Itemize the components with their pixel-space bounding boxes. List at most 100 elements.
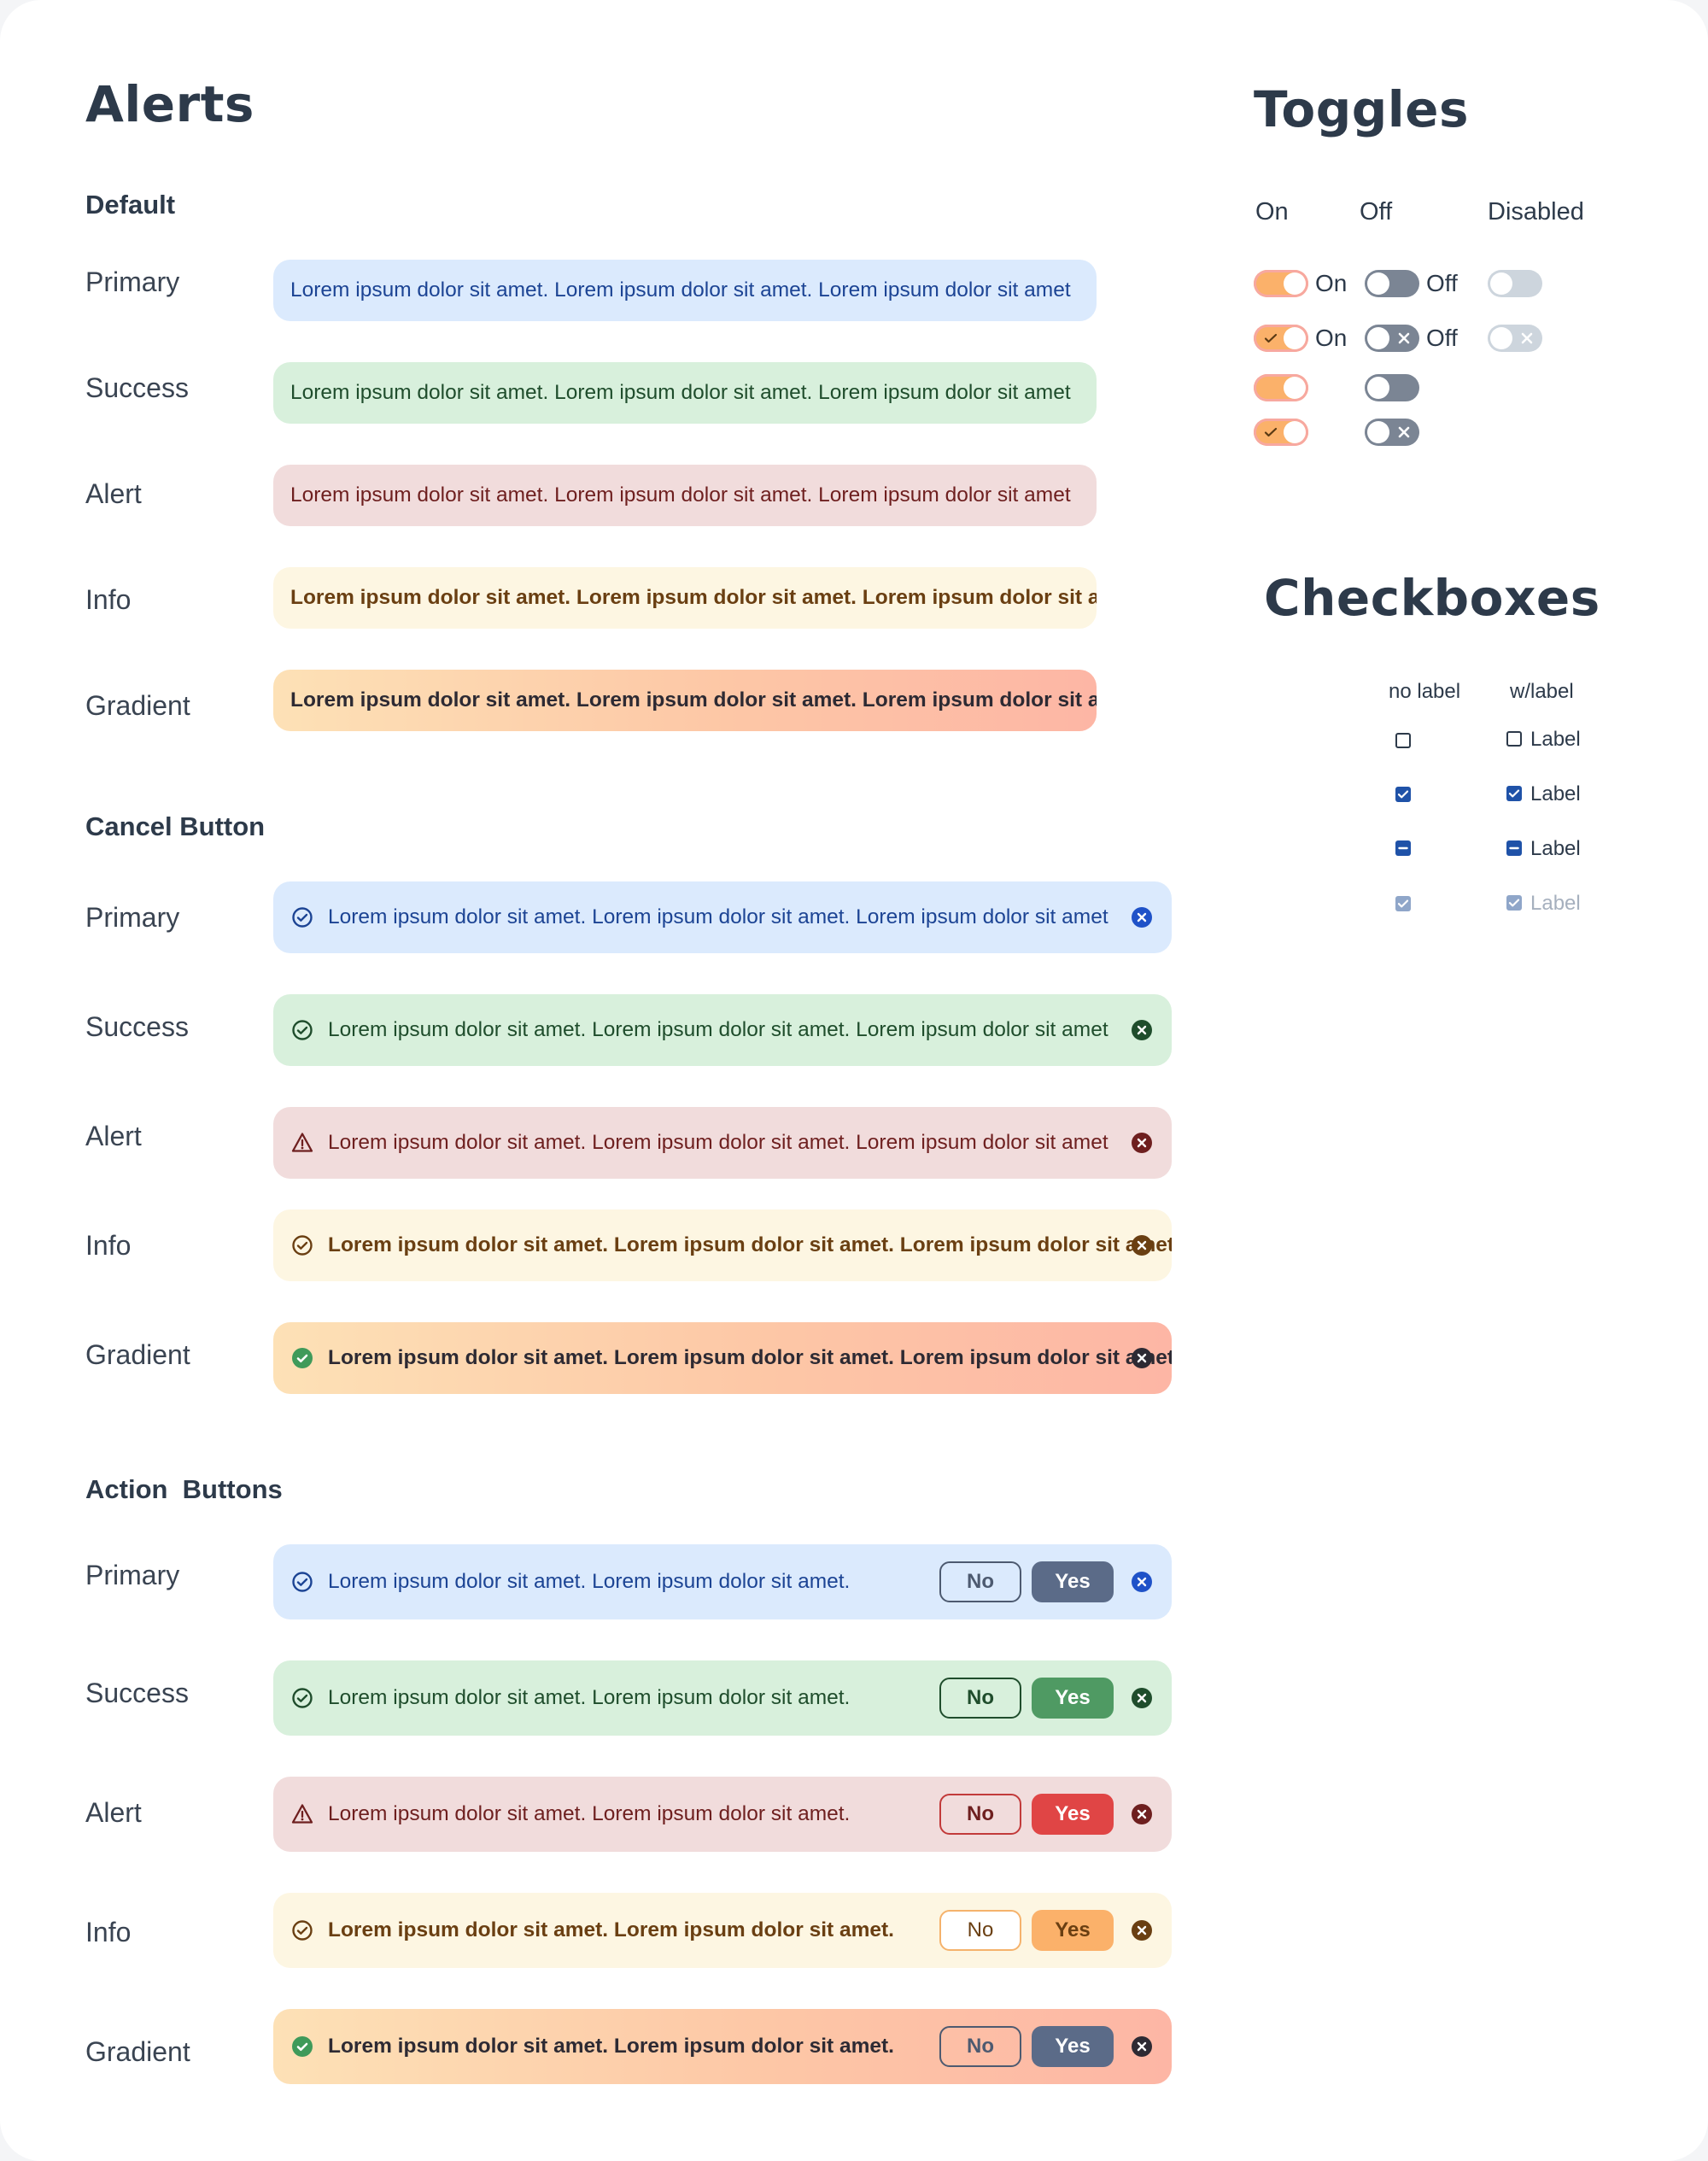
check-icon [1508, 899, 1520, 907]
checkbox-label: Label [1530, 728, 1581, 751]
checkbox-label: Label [1530, 837, 1581, 860]
variant-label-alert: Alert [85, 1121, 142, 1151]
checkbox-label: Label [1530, 782, 1581, 805]
alert-message: Lorem ipsum dolor sit amet. Lorem ipsum … [328, 1131, 1108, 1154]
alert-message: Lorem ipsum dolor sit amet. Lorem ipsum … [328, 1802, 851, 1825]
checkbox-checked[interactable] [1395, 787, 1411, 802]
checkbox-unchecked-labeled[interactable] [1506, 731, 1522, 747]
checkbox-disabled-labeled [1506, 895, 1522, 911]
yes-button[interactable]: Yes [1032, 1561, 1114, 1602]
minus-icon [1509, 846, 1519, 850]
variant-label-alert: Alert [85, 478, 142, 509]
checkbox-col-no-label: no label [1389, 680, 1461, 703]
variant-label-primary: Primary [85, 1560, 180, 1590]
checkbox-label-disabled: Label [1530, 892, 1581, 915]
close-icon[interactable] [1131, 1687, 1153, 1709]
close-icon[interactable] [1131, 1234, 1153, 1256]
check-icon [1262, 330, 1279, 347]
close-icon[interactable] [1131, 1132, 1153, 1154]
checkboxes-title: Checkboxes [1264, 569, 1600, 627]
alert-cancel-info: Lorem ipsum dolor sit amet. Lorem ipsum … [273, 1209, 1172, 1281]
checkbox-disabled [1395, 896, 1411, 911]
check-icon [1262, 424, 1279, 441]
toggles-title: Toggles [1254, 80, 1469, 138]
yes-button[interactable]: Yes [1032, 1910, 1114, 1951]
toggle-on-label: On [1315, 325, 1348, 351]
check-circle-icon [290, 905, 314, 929]
alert-message: Lorem ipsum dolor sit amet. Lorem ipsum … [290, 483, 1071, 507]
section-action-title: Action Buttons [85, 1474, 283, 1504]
alert-message: Lorem ipsum dolor sit amet. Lorem ipsum … [328, 1686, 851, 1709]
section-cancel-title: Cancel Button [85, 811, 266, 841]
check-circle-icon [290, 1018, 314, 1042]
check-circle-filled-icon [290, 2035, 314, 2059]
checkbox-checked-labeled[interactable] [1506, 786, 1522, 801]
toggle-on-nolabel[interactable] [1254, 374, 1308, 401]
toggle-on-icon-nolabel[interactable] [1254, 419, 1308, 446]
close-icon[interactable] [1131, 906, 1153, 928]
variant-label-primary: Primary [85, 266, 180, 297]
close-icon[interactable] [1131, 1919, 1153, 1941]
toggle-on-icon[interactable] [1254, 325, 1308, 352]
checkbox-unchecked[interactable] [1395, 733, 1411, 748]
check-circle-icon [290, 1233, 314, 1257]
variant-label-gradient: Gradient [85, 690, 190, 721]
toggle-off[interactable] [1365, 270, 1419, 297]
variant-label-primary: Primary [85, 902, 180, 933]
alert-cancel-success: Lorem ipsum dolor sit amet. Lorem ipsum … [273, 994, 1172, 1066]
alert-action-success: Lorem ipsum dolor sit amet. Lorem ipsum … [273, 1660, 1172, 1736]
warning-triangle-icon [290, 1131, 314, 1155]
section-default-title: Default [85, 190, 176, 220]
alert-cancel-primary: Lorem ipsum dolor sit amet. Lorem ipsum … [273, 881, 1172, 953]
warning-triangle-icon [290, 1802, 314, 1826]
close-icon[interactable] [1131, 1571, 1153, 1593]
no-button[interactable]: No [939, 1794, 1021, 1835]
alert-message: Lorem ipsum dolor sit amet. Lorem ipsum … [328, 1346, 1172, 1369]
toggle-off-label: Off [1426, 270, 1458, 296]
check-circle-filled-icon [290, 1346, 314, 1370]
alerts-title: Alerts [85, 75, 254, 133]
toggle-disabled-icon [1488, 325, 1542, 352]
no-button[interactable]: No [939, 2026, 1021, 2067]
close-icon[interactable] [1131, 1803, 1153, 1825]
check-circle-icon [290, 1570, 314, 1594]
close-icon[interactable] [1131, 1347, 1153, 1369]
toggle-on[interactable] [1254, 270, 1308, 297]
check-icon [1508, 789, 1520, 798]
variant-label-info: Info [85, 584, 132, 615]
alert-message: Lorem ipsum dolor sit amet. Lorem ipsum … [328, 1233, 1172, 1256]
alert-message: Lorem ipsum dolor sit amet. Lorem ipsum … [328, 1918, 894, 1941]
checkbox-indeterminate-labeled[interactable] [1506, 840, 1522, 856]
variant-label-success: Success [85, 372, 189, 403]
variant-label-success: Success [85, 1011, 189, 1042]
close-icon[interactable] [1131, 1019, 1153, 1041]
alert-action-info: Lorem ipsum dolor sit amet. Lorem ipsum … [273, 1893, 1172, 1968]
toggle-disabled [1488, 270, 1542, 297]
alert-action-alert: Lorem ipsum dolor sit amet. Lorem ipsum … [273, 1777, 1172, 1852]
alert-message: Lorem ipsum dolor sit amet. Lorem ipsum … [290, 688, 1097, 712]
alert-default-alert: Lorem ipsum dolor sit amet. Lorem ipsum … [273, 465, 1097, 526]
no-button[interactable]: No [939, 1678, 1021, 1719]
alert-default-info: Lorem ipsum dolor sit amet. Lorem ipsum … [273, 567, 1097, 629]
toggle-off-nolabel[interactable] [1365, 374, 1419, 401]
alert-default-success: Lorem ipsum dolor sit amet. Lorem ipsum … [273, 362, 1097, 424]
toggle-off-icon[interactable] [1365, 325, 1419, 352]
yes-button[interactable]: Yes [1032, 1794, 1114, 1835]
variant-label-info: Info [85, 1917, 132, 1947]
toggle-off-icon-nolabel[interactable] [1365, 419, 1419, 446]
alert-message: Lorem ipsum dolor sit amet. Lorem ipsum … [290, 278, 1071, 302]
close-icon[interactable] [1131, 2035, 1153, 2058]
yes-button[interactable]: Yes [1032, 1678, 1114, 1719]
alert-cancel-gradient: Lorem ipsum dolor sit amet. Lorem ipsum … [273, 1322, 1172, 1394]
variant-label-success: Success [85, 1678, 189, 1708]
variant-label-gradient: Gradient [85, 1339, 190, 1370]
yes-button[interactable]: Yes [1032, 2026, 1114, 2067]
checkbox-indeterminate[interactable] [1395, 840, 1411, 856]
variant-label-info: Info [85, 1230, 132, 1261]
toggle-col-disabled: Disabled [1488, 198, 1584, 225]
no-button[interactable]: No [939, 1910, 1021, 1951]
no-button[interactable]: No [939, 1561, 1021, 1602]
checkbox-col-with-label: w/label [1510, 680, 1574, 703]
toggle-col-on: On [1255, 198, 1289, 225]
toggle-off-label: Off [1426, 325, 1458, 351]
